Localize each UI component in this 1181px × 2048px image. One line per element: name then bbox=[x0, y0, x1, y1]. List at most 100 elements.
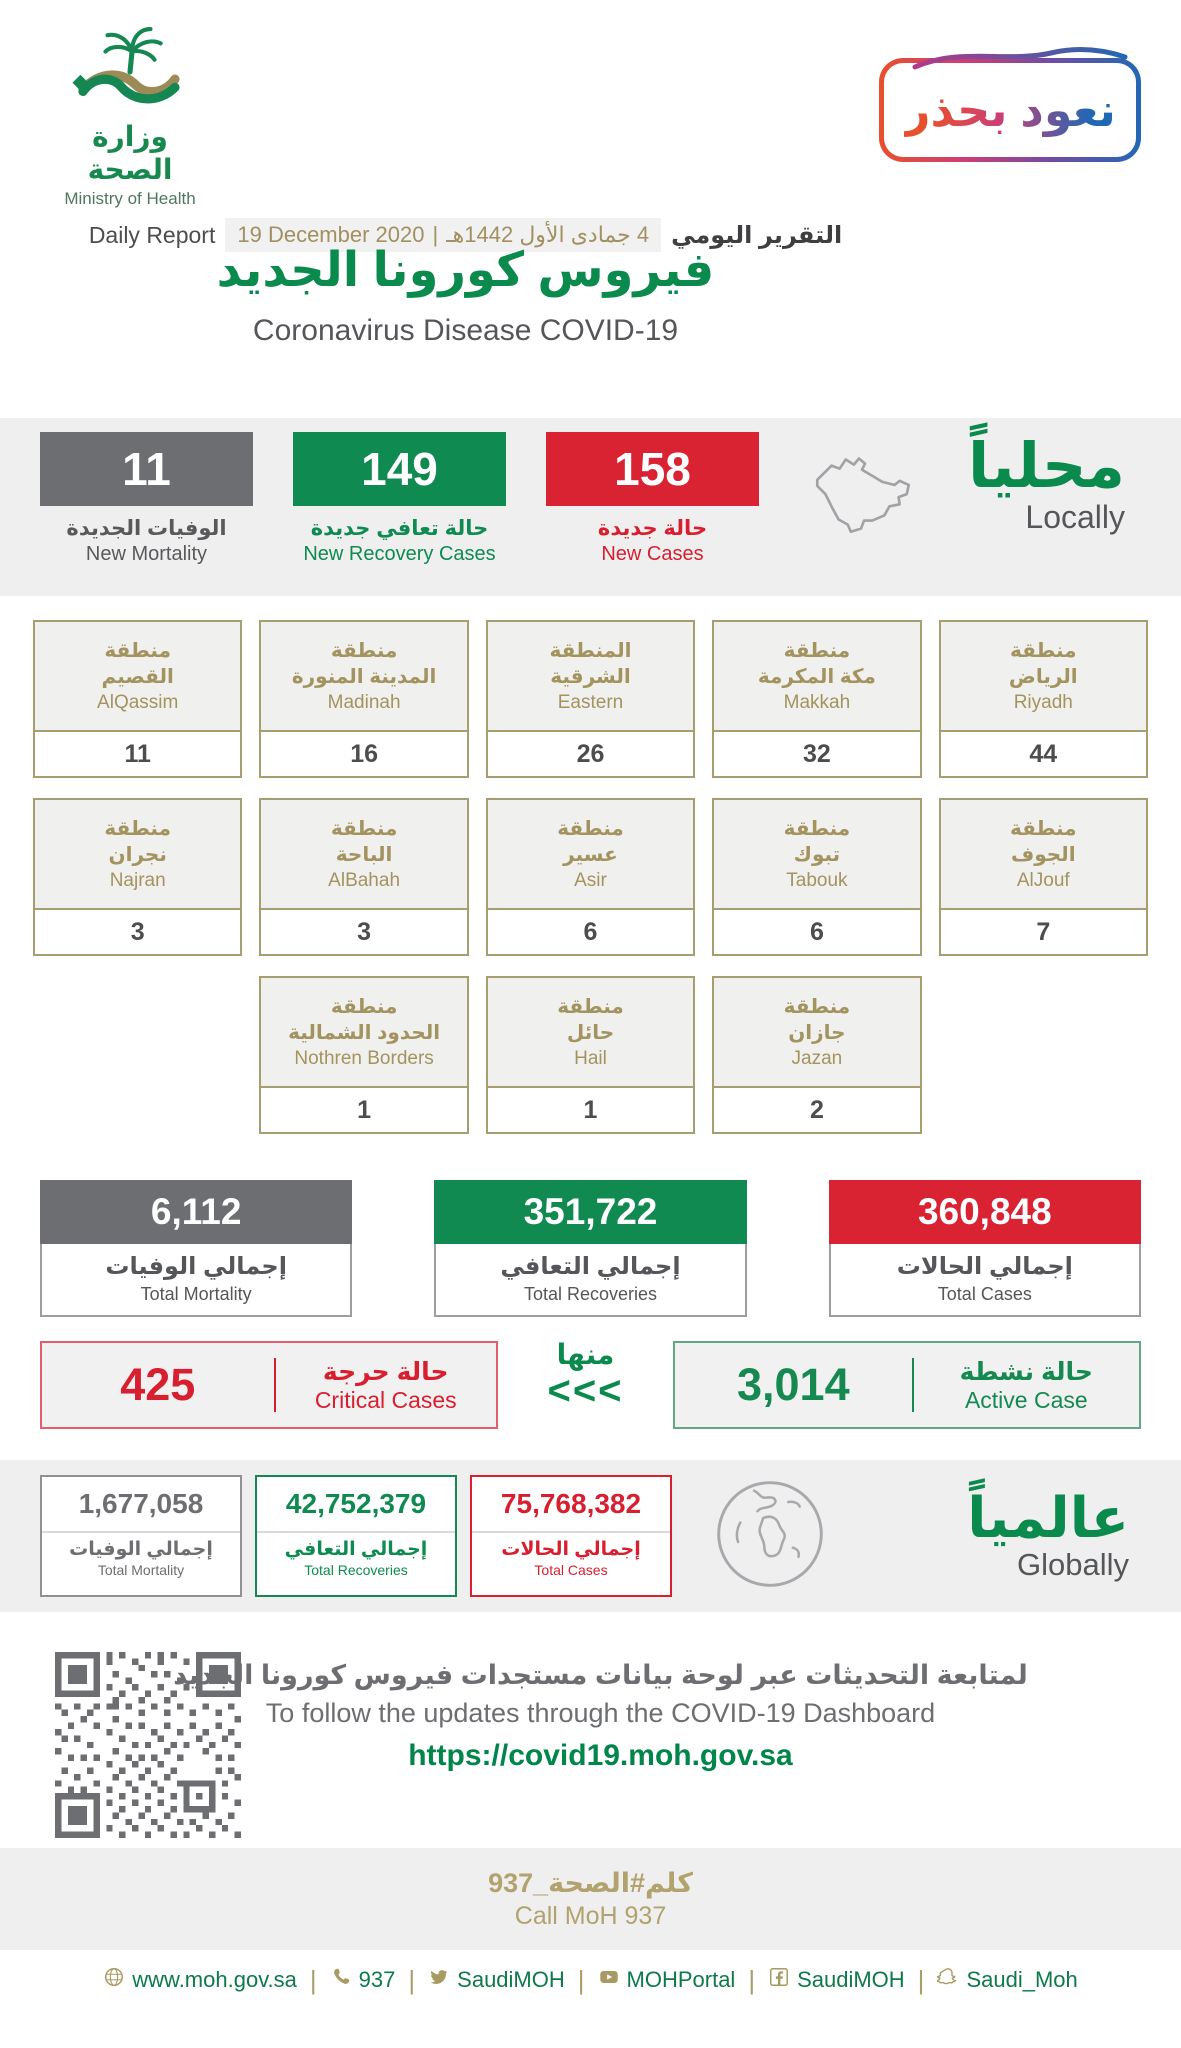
report-date-row: Daily Report 19 December 2020 | 4 جمادى … bbox=[0, 218, 931, 252]
region-ar-line1: منطقة bbox=[557, 818, 624, 840]
of-which-label-ar: منها bbox=[556, 1338, 615, 1370]
region-en: Asir bbox=[574, 870, 607, 891]
region-value: 1 bbox=[583, 1095, 598, 1124]
locally-heading-ar: محلياً bbox=[968, 432, 1125, 501]
active-cases-label-en: Active Case bbox=[964, 1386, 1088, 1413]
footer-links-bar: www.moh.gov.sa | 937 | SaudiMOH | MOHPor… bbox=[0, 1966, 1181, 1994]
region-ar-line1: منطقة bbox=[104, 818, 171, 840]
new-mortality-label-en: New Mortality bbox=[85, 543, 208, 565]
total-mortality-label-en: Total Mortality bbox=[140, 1284, 252, 1304]
region-ar-line1: منطقة bbox=[783, 996, 851, 1018]
footer-link-website[interactable]: www.moh.gov.sa bbox=[103, 1966, 297, 1994]
region-card-northern-borders: منطقة الحدود الشمالية Nothren Borders 1 bbox=[259, 976, 469, 1134]
region-card-makkah: منطقة مكة المكرمة Makkah 32 bbox=[712, 620, 922, 778]
active-cases-value: 3,014 bbox=[736, 1359, 850, 1410]
return-with-caution-badge: نعود بحذر bbox=[879, 47, 1141, 162]
twitter-icon bbox=[428, 1966, 450, 1994]
call-moh-ar: كلم#الصحة_937 bbox=[488, 1867, 693, 1898]
left-arrows-icon: <<< bbox=[547, 1368, 624, 1413]
region-ar-line2: المدينة المنورة bbox=[291, 666, 437, 688]
region-card-najran: منطقة نجران Najran 3 bbox=[33, 798, 243, 956]
region-ar-line2: عسير bbox=[563, 844, 618, 866]
globally-heading-ar: عالمياً bbox=[967, 1485, 1129, 1549]
footer-link-label: www.moh.gov.sa bbox=[132, 1967, 297, 1992]
badge-text: نعود بحذر bbox=[904, 84, 1116, 136]
region-card-aljouf: منطقة الجوف AlJouf 7 bbox=[938, 798, 1148, 956]
region-ar-line2: الرياض bbox=[1008, 666, 1078, 688]
region-value: 26 bbox=[576, 739, 605, 768]
total-recoveries-label-ar: إجمالي التعافي bbox=[500, 1253, 681, 1280]
snapchat-icon bbox=[936, 1966, 959, 1994]
dashboard-text-en: To follow the updates through the COVID-… bbox=[265, 1698, 936, 1728]
divider bbox=[273, 1358, 276, 1412]
region-ar-line2: الباحة bbox=[335, 844, 393, 866]
locally-section: 11 الوفيات الجديدة New Mortality 149 حال… bbox=[0, 418, 1181, 596]
footer-link-facebook[interactable]: SaudiMOH bbox=[768, 1966, 905, 1994]
region-en: Riyadh bbox=[1013, 692, 1073, 713]
region-value: 7 bbox=[1036, 917, 1051, 946]
phone-icon bbox=[330, 1966, 352, 1994]
total-cases-label-ar: إجمالي الحالات bbox=[896, 1253, 1073, 1280]
globally-heading-en: Globally bbox=[1017, 1547, 1129, 1583]
global-cases-label-en: Total Cases bbox=[534, 1562, 608, 1578]
footer-link-twitter[interactable]: SaudiMOH bbox=[428, 1966, 565, 1994]
region-en: AlBahah bbox=[328, 870, 401, 891]
region-card-hail: منطقة حائل Hail 1 bbox=[485, 976, 696, 1134]
region-en: Hail bbox=[574, 1048, 607, 1069]
total-mortality-card: 6,112 إجمالي الوفيات Total Mortality bbox=[40, 1180, 353, 1317]
footer-link-label: Saudi_Moh bbox=[966, 1967, 1078, 1992]
footer-link-snapchat[interactable]: Saudi_Moh bbox=[936, 1966, 1078, 1994]
moh-logo: وزارة الصحة Ministry of Health bbox=[50, 26, 210, 209]
stat-new-mortality: 11 الوفيات الجديدة New Mortality bbox=[40, 432, 253, 566]
logo-title-en: Ministry of Health bbox=[64, 189, 196, 208]
region-ar-line2: نجران bbox=[108, 844, 167, 866]
footer-link-phone[interactable]: 937 bbox=[330, 1966, 396, 1994]
dashboard-url-link[interactable]: https://covid19.moh.gov.sa bbox=[408, 1739, 793, 1772]
global-recoveries-label-en: Total Recoveries bbox=[304, 1562, 408, 1578]
footer-separator: | bbox=[577, 1965, 585, 1995]
region-value: 16 bbox=[350, 739, 378, 768]
total-recoveries-value: 351,722 bbox=[434, 1180, 747, 1244]
region-en: Madinah bbox=[327, 692, 401, 713]
footer-separator: | bbox=[408, 1965, 416, 1995]
region-value: 1 bbox=[357, 1095, 372, 1124]
region-card-tabouk: منطقة تبوك Tabouk 6 bbox=[712, 798, 922, 956]
locally-heading-en: Locally bbox=[1025, 499, 1125, 536]
saudi-arabia-map-icon bbox=[801, 436, 923, 545]
footer-link-youtube[interactable]: MOHPortal bbox=[598, 1966, 736, 1994]
new-recovery-label-ar: حالة تعافي جديدة bbox=[310, 517, 489, 540]
report-date-divider: | bbox=[432, 222, 439, 247]
region-card-madinah: منطقة المدينة المنورة Madinah 16 bbox=[259, 620, 469, 778]
region-en: Eastern bbox=[557, 692, 624, 713]
local-totals-row: 6,112 إجمالي الوفيات Total Mortality 351,… bbox=[40, 1180, 1141, 1317]
region-ar-line1: منطقة bbox=[330, 818, 398, 840]
region-ar-line2: جازان bbox=[788, 1022, 846, 1044]
total-recoveries-card: 351,722 إجمالي التعافي Total Recoveries bbox=[434, 1180, 747, 1317]
dashboard-text-ar: لمتابعة التحديثات عبر لوحة بيانات مستجدا… bbox=[173, 1660, 1028, 1690]
new-mortality-value: 11 bbox=[40, 432, 253, 506]
region-card-eastern: المنطقة الشرقية Eastern 26 bbox=[485, 620, 696, 778]
total-mortality-label-ar: إجمالي الوفيات bbox=[105, 1253, 287, 1280]
page-title-ar: فيروس كورونا الجديد bbox=[216, 244, 715, 297]
region-value: 32 bbox=[802, 739, 831, 768]
moh-palm-logo-icon bbox=[50, 26, 210, 118]
critical-cases-label-ar: حالة حرجة bbox=[322, 1357, 449, 1386]
new-mortality-label-ar: الوفيات الجديدة bbox=[66, 517, 227, 540]
global-recoveries-value: 42,752,379 bbox=[285, 1488, 427, 1519]
footer-link-label: SaudiMOH bbox=[457, 1967, 565, 1992]
region-ar-line1: المنطقة bbox=[549, 640, 632, 662]
of-which-indicator: منها <<< bbox=[547, 1338, 624, 1413]
region-ar-line2: مكة المكرمة bbox=[757, 666, 876, 688]
footer-link-label: MOHPortal bbox=[626, 1967, 736, 1992]
region-ar-line2: الشرقية bbox=[550, 666, 631, 688]
new-recovery-value: 149 bbox=[293, 432, 506, 506]
total-cases-card: 360,848 إجمالي الحالات Total Cases bbox=[828, 1180, 1141, 1317]
new-recovery-label-en: New Recovery Cases bbox=[303, 543, 496, 565]
footer-link-label: 937 bbox=[358, 1967, 396, 1992]
global-mortality-card: 1,677,058 إجمالي الوفيات Total Mortality bbox=[40, 1475, 242, 1597]
global-recoveries-label-ar: إجمالي التعافي bbox=[284, 1539, 428, 1560]
total-cases-value: 360,848 bbox=[828, 1180, 1141, 1244]
region-card-asir: منطقة عسير Asir 6 bbox=[485, 798, 696, 956]
region-en: Najran bbox=[109, 870, 166, 891]
